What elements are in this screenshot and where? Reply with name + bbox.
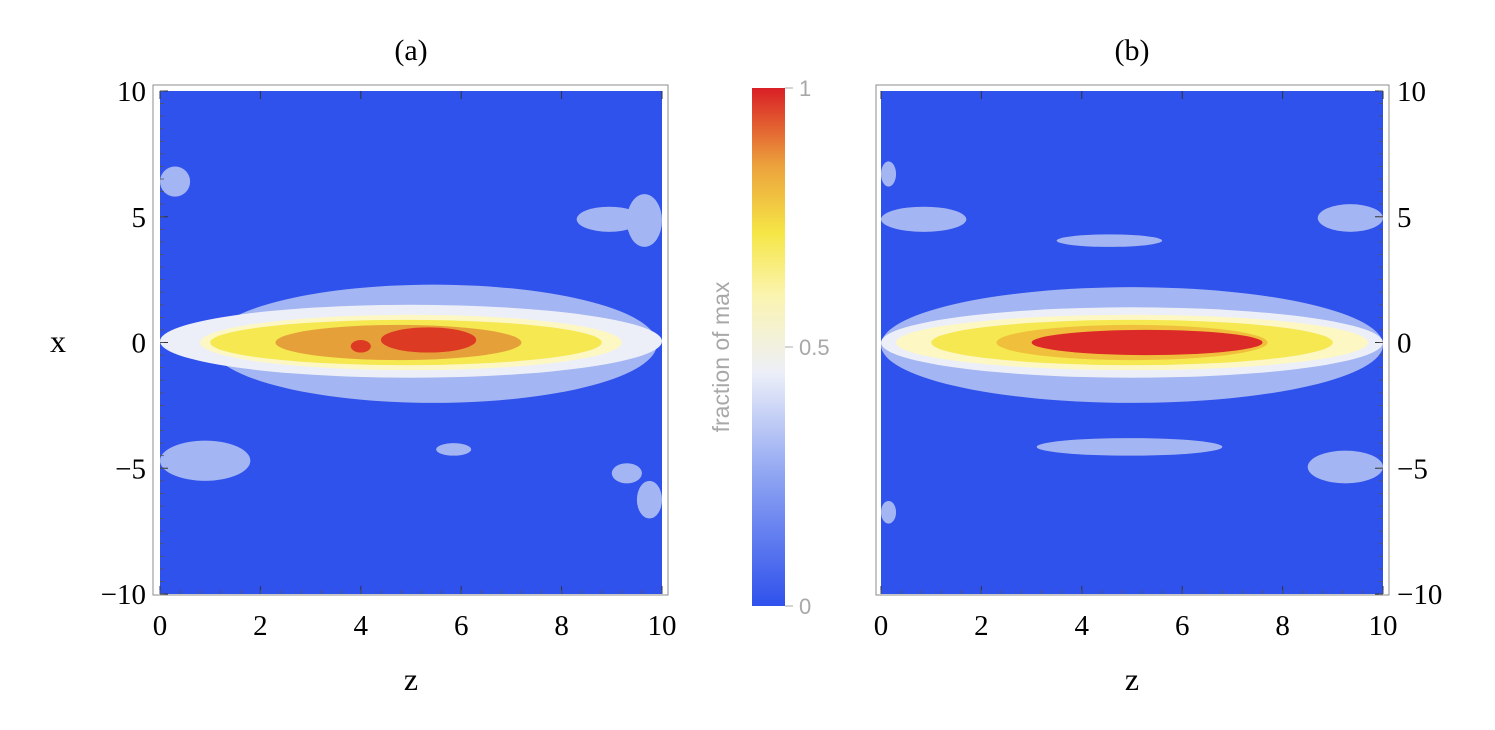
colorbar-label: fraction of max xyxy=(708,281,734,432)
y-tick-label-3: −5 xyxy=(115,453,146,485)
panel-a-title: (a) xyxy=(394,34,427,67)
contour-region-2 xyxy=(1056,234,1163,247)
x-tick-label-3: 6 xyxy=(454,610,469,642)
colorbar-tick-label-2: 0 xyxy=(799,594,811,619)
x-tick-label-3: 6 xyxy=(1175,610,1190,642)
y-tick-label-2: 0 xyxy=(132,328,147,360)
x-tick-label-0: 0 xyxy=(153,610,168,642)
panel-a-ylabel: x xyxy=(50,323,66,359)
y-tick-label-1: 5 xyxy=(1397,202,1412,234)
contour-region-7 xyxy=(636,480,662,519)
contour-region-1 xyxy=(160,166,191,197)
contour-region-13 xyxy=(380,327,477,353)
colorbar-gradient xyxy=(752,88,785,606)
panel-b-title: (b) xyxy=(1115,34,1150,67)
x-tick-label-0: 0 xyxy=(874,610,889,642)
contour-region-1 xyxy=(881,206,967,232)
x-tick-label-4: 8 xyxy=(1275,610,1290,642)
x-tick-label-2: 4 xyxy=(354,610,369,642)
panel-b-xlabel: z xyxy=(1125,661,1139,697)
contour-region-7 xyxy=(881,500,897,524)
y-tick-label-2: 0 xyxy=(1397,328,1412,360)
panel-a-ticks: 0 2 4 6 8 10 10 5 0 −5 −10 xyxy=(101,76,677,642)
y-tick-label-0: 10 xyxy=(1397,76,1426,108)
contour-region-2 xyxy=(576,206,642,232)
y-tick-label-4: −10 xyxy=(101,579,146,611)
contour-region-6 xyxy=(881,161,897,187)
contour-region-5 xyxy=(1307,450,1383,484)
contour-region-3 xyxy=(1317,204,1383,232)
panel-a-plot xyxy=(160,91,662,594)
panel-a-xlabel: z xyxy=(404,661,418,697)
colorbar: 10.50 fraction of max xyxy=(708,76,830,619)
x-tick-label-4: 8 xyxy=(554,610,569,642)
colorbar-tick-label-1: 0.5 xyxy=(799,335,830,360)
colorbar-ticks: 10.50 xyxy=(785,76,830,619)
y-tick-label-4: −10 xyxy=(1397,579,1442,611)
x-tick-label-1: 2 xyxy=(253,610,268,642)
contour-region-5 xyxy=(436,443,472,456)
x-tick-label-1: 2 xyxy=(974,610,989,642)
colorbar-tick-label-0: 1 xyxy=(799,76,811,101)
y-tick-label-3: −5 xyxy=(1397,453,1428,485)
y-tick-label-0: 10 xyxy=(117,76,146,108)
x-tick-label-5: 10 xyxy=(648,610,677,642)
contour-region-12 xyxy=(1031,329,1263,356)
contour-region-6 xyxy=(611,463,642,484)
contour-region-4 xyxy=(1036,438,1223,456)
panel-b-ticks: 0 2 4 6 8 10 10 5 0 −5 −10 xyxy=(874,76,1443,642)
contour-region-3 xyxy=(626,194,662,247)
x-tick-label-2: 4 xyxy=(1075,610,1090,642)
contour-region-12 xyxy=(350,339,371,353)
x-tick-label-5: 10 xyxy=(1369,610,1398,642)
panel-b-plot xyxy=(881,91,1383,594)
panel-b: (b) 0 2 4 6 8 10 10 5 0 −5 −10 z xyxy=(874,34,1443,697)
y-tick-label-1: 5 xyxy=(132,202,147,234)
contour-region-4 xyxy=(160,440,251,481)
panel-a: (a) 0 2 4 6 8 10 10 5 0 −5 −10 z x xyxy=(50,34,677,697)
